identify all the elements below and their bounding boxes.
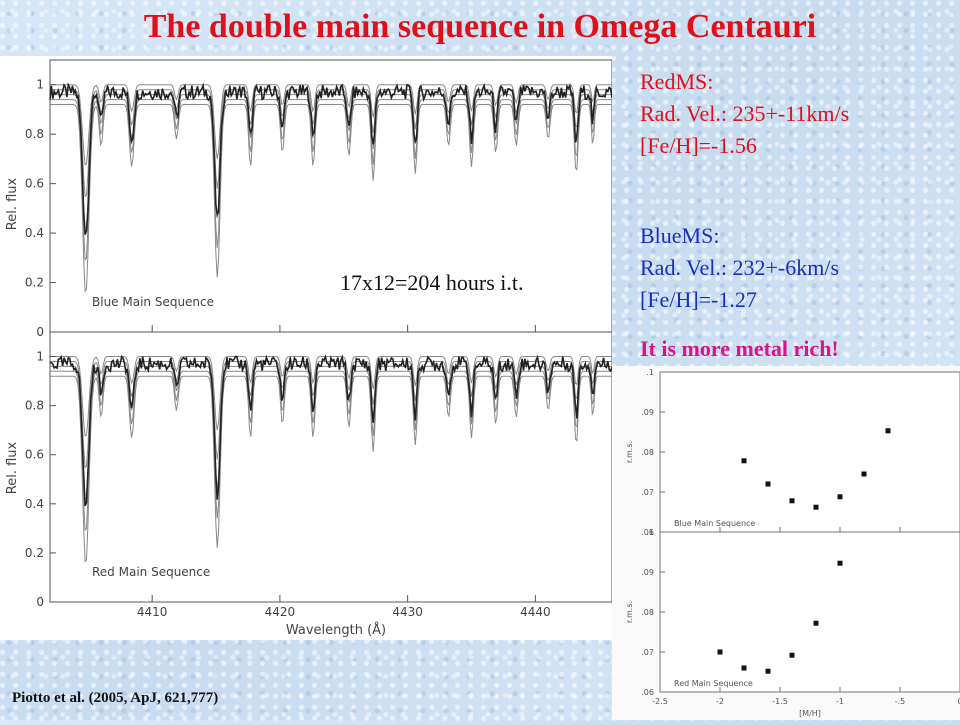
rms-x-axis-label: [M/H]: [799, 709, 821, 718]
top-panel-label: Blue Main Sequence: [92, 295, 214, 309]
rms-data-point: [861, 471, 867, 477]
rms-x-tick-label: -1: [836, 697, 844, 706]
rms-y-tick-label: .08: [641, 448, 654, 457]
reference-citation: Piotto et al. (2005, ApJ, 621,777): [12, 690, 219, 706]
rms-x-tick-label: -1.5: [772, 697, 788, 706]
rms-data-point: [789, 498, 795, 504]
blue-ms-label: BlueMS:: [640, 223, 720, 248]
red-ms-label: RedMS:: [640, 69, 714, 94]
rms-data-point: [837, 494, 843, 500]
rms-y-tick-label: .06: [641, 688, 654, 697]
model-spectrum-curve: [50, 99, 612, 261]
x-tick-label: 4410: [137, 605, 168, 619]
model-spectrum-curve: [50, 104, 612, 293]
x-tick-label: 4430: [392, 605, 423, 619]
red-ms-spectra: [49, 354, 613, 563]
rms-data-point: [717, 649, 723, 655]
rms-y-tick-label: .1: [646, 528, 654, 537]
x-tick-label: 4440: [520, 605, 551, 619]
y-tick-label: 0: [36, 325, 44, 339]
y-tick-label: 0.2: [25, 276, 44, 290]
model-spectrum-curve: [50, 370, 612, 532]
bottom-y-axis-label: Rel. flux: [5, 441, 20, 494]
rms-y-tick-label: .06: [641, 528, 654, 537]
red-ms-feh: [Fe/H]=-1.56: [640, 133, 757, 158]
rms-frame: [659, 531, 960, 693]
model-spectrum-curve: [50, 375, 612, 563]
y-tick-label: 0.6: [25, 177, 44, 191]
rms-data-point: [741, 665, 747, 671]
rms-y-tick-label: .08: [641, 608, 654, 617]
model-spectrum-curve: [50, 84, 612, 166]
rms-data-point: [741, 458, 747, 464]
rms-y-axis-label: r.m.s.: [625, 601, 634, 623]
spectra-figure: 0 0.2 0.4 0.6 0.8 1 0 0.2 0.4 0.6 0.8 1 4410 4420 4430…: [0, 56, 613, 640]
rms-y-tick-label: .07: [641, 648, 654, 657]
rms-data-point: [765, 481, 771, 487]
y-tick-label: 0.8: [25, 127, 44, 141]
red-ms-block: RedMS: Rad. Vel.: 235+-11km/s [Fe/H]=-1.…: [640, 66, 849, 162]
rms-data-point: [885, 428, 891, 434]
slide-title: The double main sequence in Omega Centau…: [143, 8, 817, 45]
conclusion-text: It is more metal rich!: [640, 336, 839, 361]
rms-data-point: [765, 668, 771, 674]
rms-x-tick-label: -.5: [895, 697, 906, 706]
top-y-axis-label: Rel. flux: [5, 177, 20, 230]
red-ms-rms-chart: .06 .07 .08 .09 .1 Red Main Sequence r.m.s.: [625, 528, 960, 697]
rms-data-point: [813, 504, 819, 510]
rms-frame: [659, 371, 960, 533]
bottom-panel-label: Red Main Sequence: [92, 565, 210, 579]
blue-ms-feh: [Fe/H]=-1.27: [640, 287, 757, 312]
observed-spectrum-curve: [49, 354, 613, 507]
observed-spectrum-curve: [49, 82, 613, 235]
red-ms-rad-vel: Rad. Vel.: 235+-11km/s: [640, 101, 850, 126]
rms-data-point: [837, 560, 843, 566]
rms-panel-label: Red Main Sequence: [674, 679, 753, 688]
y-tick-label: 0: [36, 595, 44, 609]
x-axis-label: Wavelength (Å): [286, 622, 386, 638]
y-tick-label: 1: [36, 350, 44, 364]
rms-x-tick-label: -2: [716, 697, 724, 706]
y-tick-label: 0.2: [25, 546, 44, 560]
blue-ms-block: BlueMS: Rad. Vel.: 232+-6km/s [Fe/H]=-1.…: [640, 220, 839, 316]
y-tick-label: 1: [36, 78, 44, 92]
rms-data-point: [813, 620, 819, 626]
rms-y-tick-label: .1: [646, 368, 654, 377]
rms-x-tick-label: 0: [957, 697, 960, 706]
rms-y-tick-label: .07: [641, 488, 654, 497]
spectra-plot: 0 0.2 0.4 0.6 0.8 1 0 0.2 0.4 0.6 0.8 1 4410 4420 4430…: [5, 59, 613, 638]
integration-time-note: 17x12=204 hours i.t.: [340, 270, 524, 295]
y-tick-label: 0.6: [25, 448, 44, 462]
y-tick-label: 0.4: [25, 226, 44, 240]
rms-figure: .06.07.08.09.1 Blue Main Sequence r.m.s. .0…: [612, 366, 960, 720]
rms-panel-label: Blue Main Sequence: [674, 519, 755, 528]
blue-ms-rad-vel: Rad. Vel.: 232+-6km/s: [640, 255, 839, 280]
rms-y-axis-label: r.m.s.: [625, 441, 634, 463]
rms-x-tick-label: -2.5: [652, 697, 668, 706]
rms-y-tick-label: .09: [641, 408, 654, 417]
x-tick-label: 4420: [265, 605, 296, 619]
blue-ms-spectra: [49, 82, 613, 293]
rms-y-tick-label: .09: [641, 568, 654, 577]
y-tick-label: 0.4: [25, 497, 44, 511]
spectra-axes: 0 0.2 0.4 0.6 0.8 1 0 0.2 0.4 0.6 0.8 1 4410 4420 4430…: [25, 78, 551, 619]
blue-ms-rms-chart: .06 .07 .08 .09 .1 Blue Main Sequence r.m.s.: [625, 368, 960, 537]
rms-data-point: [789, 652, 795, 658]
y-tick-label: 0.8: [25, 399, 44, 413]
